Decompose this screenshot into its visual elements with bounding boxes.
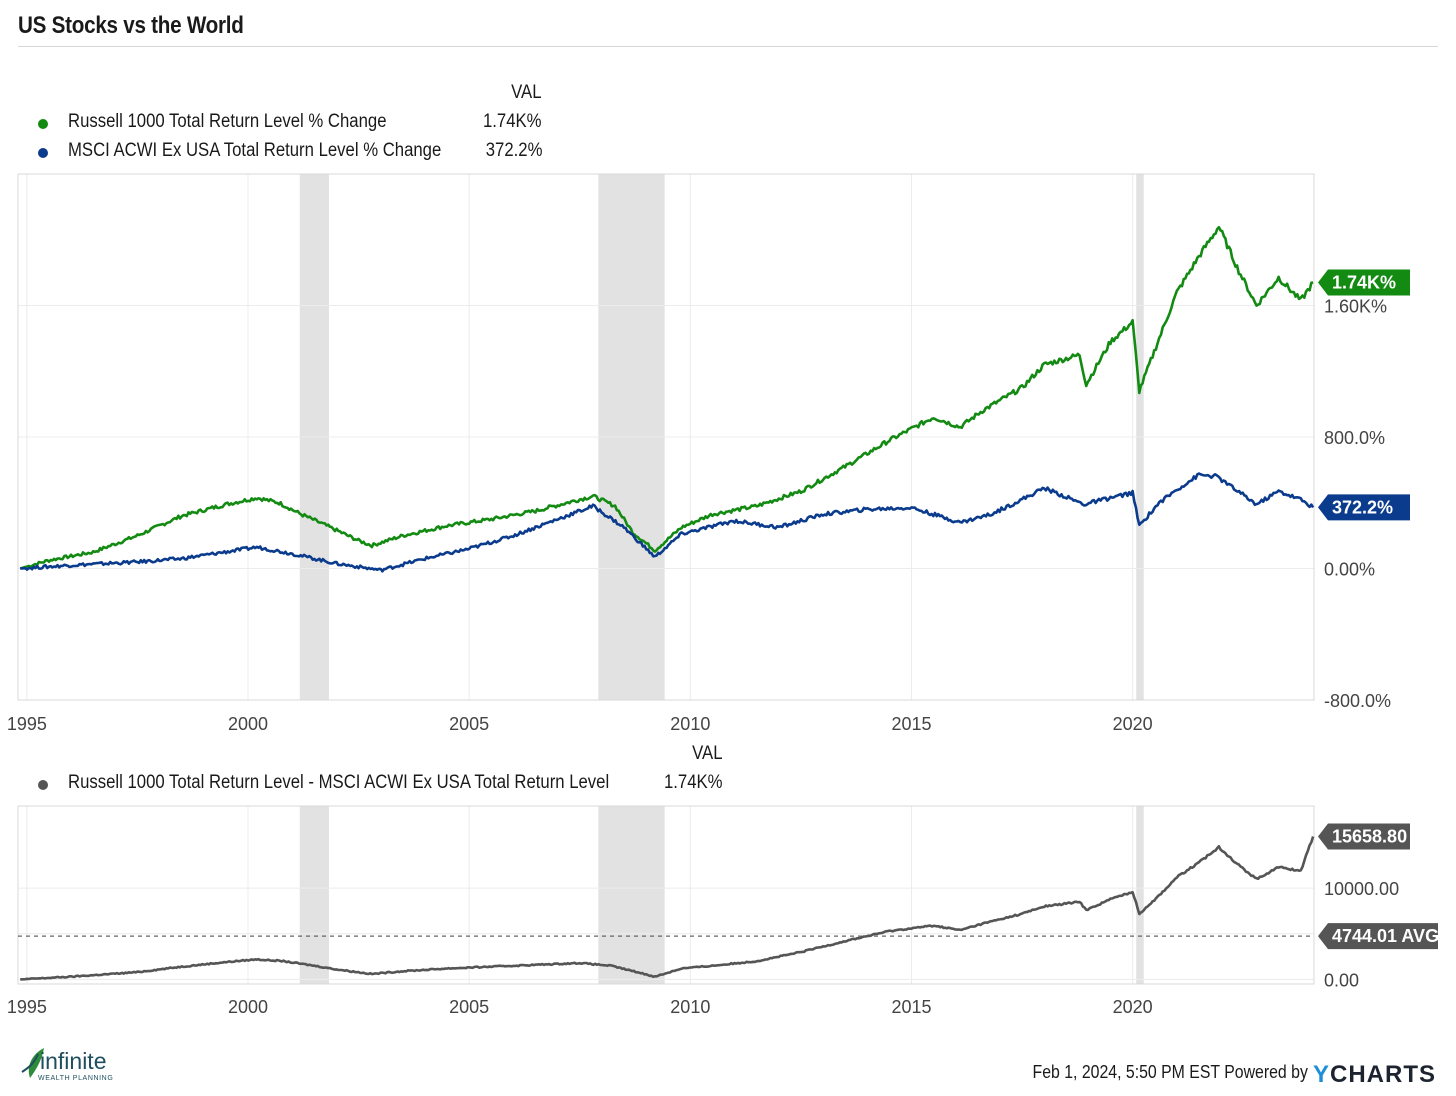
title-divider bbox=[18, 46, 1438, 47]
legend-item-spread[interactable]: Russell 1000 Total Return Level - MSCI A… bbox=[38, 772, 723, 796]
end-value-label: 15658.80 bbox=[1332, 826, 1407, 846]
series-line bbox=[19, 225, 1314, 570]
x-tick-label: 2000 bbox=[228, 714, 268, 734]
end-value-label: 372.2% bbox=[1332, 497, 1393, 517]
legend-label: Russell 1000 Total Return Level - MSCI A… bbox=[68, 772, 610, 793]
x-tick-label: 2015 bbox=[891, 714, 931, 734]
x-tick-label: 1995 bbox=[7, 997, 47, 1017]
legend-value: 1.74K% bbox=[664, 772, 723, 793]
x-tick-label: 2020 bbox=[1113, 714, 1153, 734]
page-title: US Stocks vs the World bbox=[18, 12, 244, 39]
legend-label: MSCI ACWI Ex USA Total Return Level % Ch… bbox=[68, 140, 442, 161]
logo-name: infinite bbox=[40, 1048, 107, 1074]
x-tick-label: 2015 bbox=[891, 997, 931, 1017]
bottom-legend-header: VAL bbox=[692, 743, 723, 764]
ycharts-logo-text: CHARTS bbox=[1330, 1061, 1437, 1088]
x-tick-label: 2005 bbox=[449, 997, 489, 1017]
end-value-label: 1.74K% bbox=[1332, 272, 1396, 292]
leaf-icon bbox=[21, 1048, 44, 1078]
infinite-logo: infinite WEALTH PLANNING bbox=[18, 1042, 118, 1086]
x-tick-label: 1995 bbox=[7, 714, 47, 734]
legend-label: Russell 1000 Total Return Level % Change bbox=[68, 111, 387, 132]
y-tick-label: 10000.00 bbox=[1324, 879, 1399, 899]
recession-band bbox=[598, 806, 665, 984]
x-tick-label: 2010 bbox=[670, 997, 710, 1017]
footer-timestamp: Feb 1, 2024, 5:50 PM EST Powered by bbox=[1033, 1062, 1308, 1083]
legend-dot-gray bbox=[38, 780, 48, 790]
recession-band bbox=[299, 806, 329, 984]
powered-by-text: Powered by bbox=[1224, 1062, 1308, 1082]
legend-item-msci[interactable]: MSCI ACWI Ex USA Total Return Level % Ch… bbox=[38, 140, 542, 164]
recession-band bbox=[1136, 806, 1144, 984]
y-tick-label: -800.0% bbox=[1324, 691, 1391, 711]
x-tick-label: 2020 bbox=[1113, 997, 1153, 1017]
logo-subtitle: WEALTH PLANNING bbox=[38, 1075, 114, 1082]
y-tick-label: 0.00% bbox=[1324, 560, 1375, 580]
end-value-flag bbox=[1318, 269, 1410, 296]
legend-dot-navy bbox=[38, 148, 48, 158]
y-tick-label: 0.00 bbox=[1324, 970, 1359, 990]
timestamp-text: Feb 1, 2024, 5:50 PM EST bbox=[1032, 1062, 1220, 1082]
legend-value: 1.74K% bbox=[483, 111, 542, 132]
legend-value: 372.2% bbox=[485, 140, 542, 161]
x-tick-label: 2000 bbox=[228, 997, 268, 1017]
plot-frame bbox=[17, 173, 1315, 701]
average-flag bbox=[1318, 923, 1438, 950]
top-legend-header: VAL bbox=[511, 82, 542, 103]
y-tick-label: 1.60K% bbox=[1324, 297, 1387, 317]
bottom-legend: VAL Russell 1000 Total Return Level - MS… bbox=[38, 743, 723, 799]
legend-item-russell[interactable]: Russell 1000 Total Return Level % Change… bbox=[38, 111, 542, 135]
average-label: 4744.01 AVG bbox=[1332, 926, 1439, 946]
end-value-flag bbox=[1318, 494, 1410, 521]
series-line bbox=[20, 472, 1315, 573]
y-tick-label: 800.0% bbox=[1324, 428, 1385, 448]
series-line bbox=[20, 836, 1315, 981]
x-tick-label: 2010 bbox=[670, 714, 710, 734]
x-tick-label: 2005 bbox=[449, 714, 489, 734]
plot-frame bbox=[17, 805, 1315, 985]
end-value-flag bbox=[1318, 823, 1410, 850]
legend-dot-green bbox=[38, 119, 48, 129]
ycharts-logo[interactable]: YCHARTS bbox=[1313, 1061, 1436, 1089]
top-legend: VAL Russell 1000 Total Return Level % Ch… bbox=[38, 82, 542, 166]
ycharts-logo-y: Y bbox=[1313, 1061, 1331, 1088]
